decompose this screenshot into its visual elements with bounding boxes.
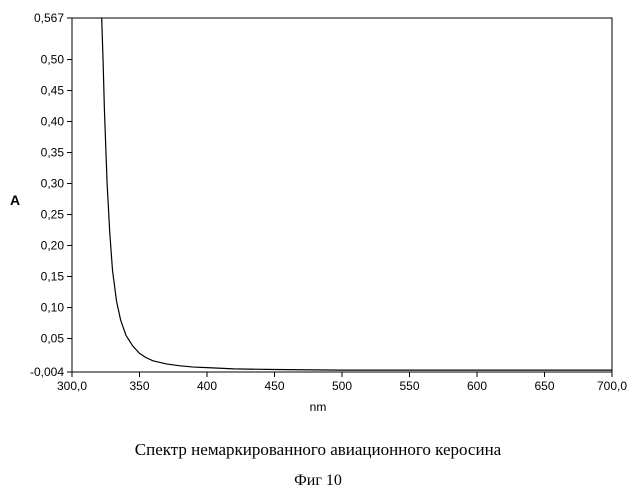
svg-text:0,15: 0,15 — [41, 270, 65, 284]
svg-text:0,30: 0,30 — [41, 177, 65, 191]
svg-text:700,0: 700,0 — [597, 379, 627, 393]
y-axis-label: A — [10, 192, 20, 208]
svg-text:550: 550 — [399, 379, 419, 393]
svg-text:0,45: 0,45 — [41, 84, 65, 98]
svg-text:0,25: 0,25 — [41, 208, 65, 222]
svg-text:0,10: 0,10 — [41, 301, 65, 315]
svg-text:0,35: 0,35 — [41, 146, 65, 160]
svg-text:0,05: 0,05 — [41, 332, 65, 346]
svg-text:450: 450 — [264, 379, 284, 393]
plot-area: 300,0 350 400 450 500 550 600 650 700,0 -0,004 0,0… — [0, 0, 636, 420]
x-axis-label: nm — [0, 400, 636, 414]
figure-caption: Спектр немаркированного авиационного кер… — [0, 440, 636, 460]
svg-text:300,0: 300,0 — [57, 379, 87, 393]
svg-text:600: 600 — [467, 379, 487, 393]
svg-text:350: 350 — [129, 379, 149, 393]
svg-text:0,50: 0,50 — [41, 53, 65, 67]
figure-container: 300,0 350 400 450 500 550 600 650 700,0 -0,004 0,0… — [0, 0, 636, 500]
svg-text:400: 400 — [197, 379, 217, 393]
svg-text:0,567: 0,567 — [34, 11, 64, 25]
svg-text:500: 500 — [332, 379, 352, 393]
svg-text:0,40: 0,40 — [41, 115, 65, 129]
spectrum-line-chart: 300,0 350 400 450 500 550 600 650 700,0 -0,004 0,0… — [0, 0, 636, 420]
svg-text:0,20: 0,20 — [41, 239, 65, 253]
figure-number: Фиг 10 — [0, 472, 636, 490]
svg-text:-0,004: -0,004 — [30, 365, 64, 379]
svg-text:650: 650 — [534, 379, 554, 393]
